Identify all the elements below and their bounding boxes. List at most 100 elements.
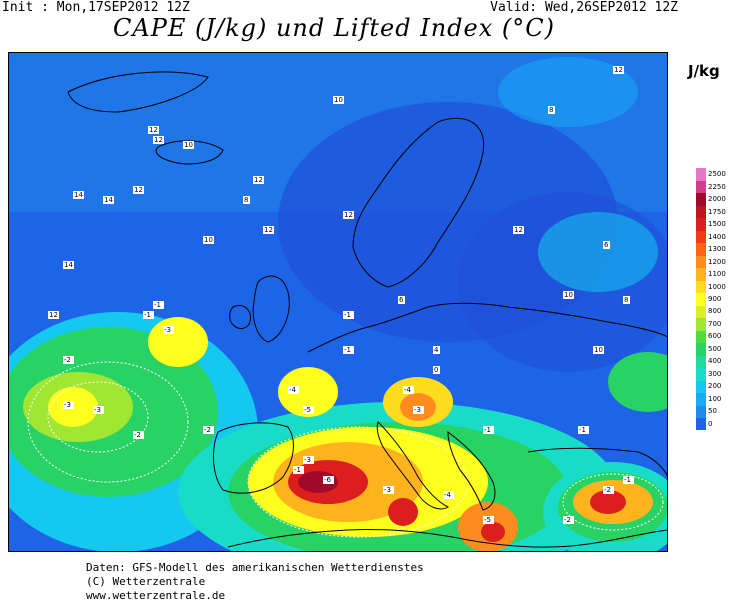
- sardinia-red: [388, 498, 418, 526]
- legend-swatch: [696, 417, 706, 431]
- legend-swatch: [696, 242, 706, 256]
- legend-level-label: 800: [708, 307, 722, 316]
- li-label-box: [93, 406, 104, 414]
- li-label: -3: [304, 456, 311, 464]
- legend-level-label: 1100: [708, 270, 726, 279]
- li-label-box: [578, 426, 589, 434]
- legend-level-label: 500: [708, 344, 722, 353]
- li-label-box: [623, 476, 634, 484]
- li-label-box: [153, 136, 164, 144]
- li-label: 12: [514, 226, 523, 234]
- black-sea-green: [608, 352, 668, 412]
- li-label-box: [253, 176, 264, 184]
- li-label-box: [593, 346, 604, 354]
- legend-swatch: [696, 217, 706, 231]
- legend-level-label: 2000: [708, 195, 726, 204]
- li-label-box: [343, 346, 354, 354]
- li-label-box: [603, 486, 614, 494]
- li-label-box: [343, 311, 354, 319]
- legend-unit: J/kg: [688, 62, 720, 80]
- li-label: -4: [444, 491, 452, 499]
- legend-swatch: [696, 330, 706, 344]
- li-label: -2: [604, 486, 611, 494]
- coastlines: [67, 71, 668, 548]
- legend-swatch: [696, 267, 706, 281]
- france-yellow: [278, 367, 338, 417]
- legend-swatch: [696, 230, 706, 244]
- legend-level-label: 200: [708, 382, 722, 391]
- li-label-box: [203, 426, 214, 434]
- cape-map: 12 12 10 14 14 12 12 8 10 14 12 12 10 8 12 12 10 12 6 8 10 4 6…: [8, 52, 668, 552]
- legend-swatch: [696, 317, 706, 331]
- li-label-box: [613, 66, 624, 74]
- li-label: -3: [164, 326, 171, 334]
- li-contours: [27, 361, 664, 538]
- li-label-box: [63, 401, 74, 409]
- li-label-box: [483, 426, 494, 434]
- li-label: -1: [624, 476, 631, 484]
- legend-level-label: 0: [708, 419, 713, 428]
- legend-swatch: [696, 305, 706, 319]
- legend-swatch: [696, 392, 706, 406]
- map-frame: [8, 52, 668, 552]
- legend-swatch: [696, 255, 706, 269]
- copyright: (C) Wetterzentrale: [86, 575, 206, 588]
- li-label: -2: [564, 516, 571, 524]
- legend-level-label: 1400: [708, 232, 726, 241]
- li-label: -1: [579, 426, 586, 434]
- li-label-box: [483, 516, 494, 524]
- li-label-box: [413, 406, 424, 414]
- li-label-box: [433, 366, 440, 374]
- li-label-box: [433, 346, 440, 354]
- li-label: -1: [344, 311, 351, 319]
- map-title: CAPE (J/kg) und Lifted Index (°C): [113, 14, 555, 42]
- legend-swatch: [696, 192, 706, 206]
- li-label: 12: [614, 66, 623, 74]
- legend-level-label: 50: [708, 407, 717, 416]
- li-label: 10: [204, 236, 213, 244]
- lifted-index-labels: 12 12 10 14 14 12 12 8 10 14 12 12 10 8 12 12 10 12 6 8 10 4 6…: [48, 66, 634, 524]
- li-label: -3: [64, 401, 71, 409]
- li-label: 14: [104, 196, 113, 204]
- legend-level-label: 1200: [708, 257, 726, 266]
- li-label-box: [63, 261, 74, 269]
- li-label-box: [293, 466, 304, 474]
- li-label: -1: [144, 311, 151, 319]
- li-label-box: [263, 226, 274, 234]
- li-label: -1: [484, 426, 491, 434]
- li-label-box: [603, 241, 610, 249]
- legend-level-label: 2500: [708, 170, 726, 179]
- li-label: 10: [564, 291, 573, 299]
- li-label-box: [563, 291, 574, 299]
- legend-level-label: 1000: [708, 282, 726, 291]
- legend-level-label: 1750: [708, 207, 726, 216]
- legend-swatch: [696, 405, 706, 419]
- li-label-box: [443, 491, 454, 499]
- li-label-box: [73, 191, 84, 199]
- li-label: 8: [549, 106, 553, 114]
- legend-level-label: 1500: [708, 220, 726, 229]
- atlantic-yellow-2: [148, 317, 208, 367]
- legend-level-label: 900: [708, 295, 722, 303]
- website: www.wetterzentrale.de: [86, 589, 226, 602]
- li-label-box: [133, 186, 144, 194]
- li-label: -1: [294, 466, 301, 474]
- li-label: 6: [604, 241, 609, 249]
- li-label: -4: [289, 386, 297, 394]
- legend-level-label: 600: [708, 332, 722, 341]
- li-label-box: [143, 311, 154, 319]
- li-label-box: [333, 96, 344, 104]
- li-label-box: [303, 456, 314, 464]
- ionian-red: [481, 522, 505, 542]
- li-label: -6: [324, 476, 332, 484]
- li-label-box: [623, 296, 630, 304]
- arctic-field: [498, 57, 638, 127]
- li-label-box: [163, 326, 174, 334]
- data-source: Daten: GFS-Modell des amerikanischen Wet…: [86, 561, 424, 574]
- levant-red: [590, 490, 626, 514]
- li-label: -3: [414, 406, 421, 414]
- li-label-box: [153, 301, 164, 309]
- li-label-box: [103, 196, 114, 204]
- legend-level-label: 2250: [708, 182, 726, 191]
- li-label: 12: [134, 186, 143, 194]
